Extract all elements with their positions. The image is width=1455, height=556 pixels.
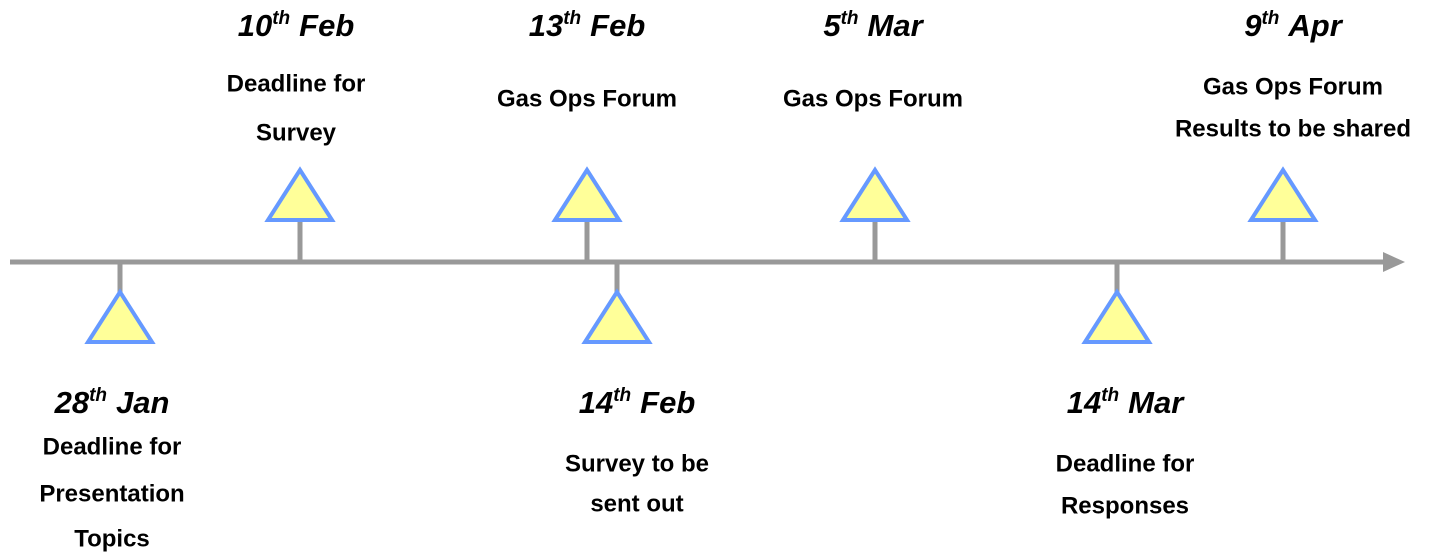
event-description: Deadline for: [1056, 450, 1195, 477]
event-marker: [84, 288, 156, 344]
timeline-event: 5th Mar Gas Ops Forum: [783, 8, 963, 262]
date-month: Mar: [868, 8, 925, 43]
event-description: Survey: [256, 119, 337, 146]
event-marker: [839, 166, 911, 222]
event-description: Deadline for: [43, 433, 182, 460]
event-description: Gas Ops Forum: [1203, 73, 1383, 100]
date-suffix: th: [613, 385, 631, 406]
date-day: 13: [529, 8, 563, 43]
date-suffix: th: [1261, 8, 1279, 29]
date-month: Feb: [640, 385, 695, 420]
event-marker: [551, 166, 623, 222]
timeline-event: 14th Feb Survey to be sent out: [565, 262, 709, 517]
date-day: 14: [579, 385, 613, 420]
event-marker: [581, 288, 653, 344]
event-date: 9th Apr: [1244, 8, 1344, 43]
date-day: 9: [1244, 8, 1262, 43]
event-description: Presentation: [39, 480, 184, 507]
timeline-event: 28th Jan Deadline for Presentation Topics: [39, 262, 185, 552]
event-marker: [1247, 166, 1319, 222]
event-description: Gas Ops Forum: [497, 85, 677, 112]
event-description: sent out: [590, 490, 683, 517]
date-suffix: th: [841, 8, 859, 29]
date-month: Mar: [1128, 385, 1185, 420]
event-description: Gas Ops Forum: [783, 85, 963, 112]
event-date: 5th Mar: [823, 8, 924, 43]
date-suffix: th: [89, 385, 107, 406]
date-day: 10: [238, 8, 272, 43]
timeline-event: 13th Feb Gas Ops Forum: [497, 8, 677, 262]
event-description: Results to be shared: [1175, 115, 1411, 142]
date-suffix: th: [1101, 385, 1119, 406]
event-description: Responses: [1061, 492, 1189, 519]
date-suffix: th: [272, 8, 290, 29]
timeline-event: 10th Feb Deadline for Survey: [227, 8, 366, 262]
event-date: 14th Mar: [1067, 385, 1185, 420]
axis-arrow: [1383, 252, 1405, 272]
date-day: 14: [1067, 385, 1101, 420]
event-date: 28th Jan: [54, 385, 170, 420]
date-month: Feb: [590, 8, 645, 43]
event-description: Survey to be: [565, 450, 709, 477]
event-marker: [264, 166, 336, 222]
event-description: Deadline for: [227, 70, 366, 97]
timeline-event: 9th Apr Gas Ops Forum Results to be shared: [1175, 8, 1411, 262]
date-month: Apr: [1287, 8, 1343, 43]
event-date: 13th Feb: [529, 8, 646, 43]
timeline-event: 14th Mar Deadline for Responses: [1056, 262, 1195, 519]
event-date: 10th Feb: [238, 8, 355, 43]
date-day: 28: [54, 385, 90, 420]
date-suffix: th: [563, 8, 581, 29]
event-marker: [1081, 288, 1153, 344]
date-month: Feb: [299, 8, 354, 43]
event-date: 14th Feb: [579, 385, 696, 420]
event-description: Topics: [74, 525, 150, 552]
date-month: Jan: [116, 385, 169, 420]
date-day: 5: [823, 8, 841, 43]
